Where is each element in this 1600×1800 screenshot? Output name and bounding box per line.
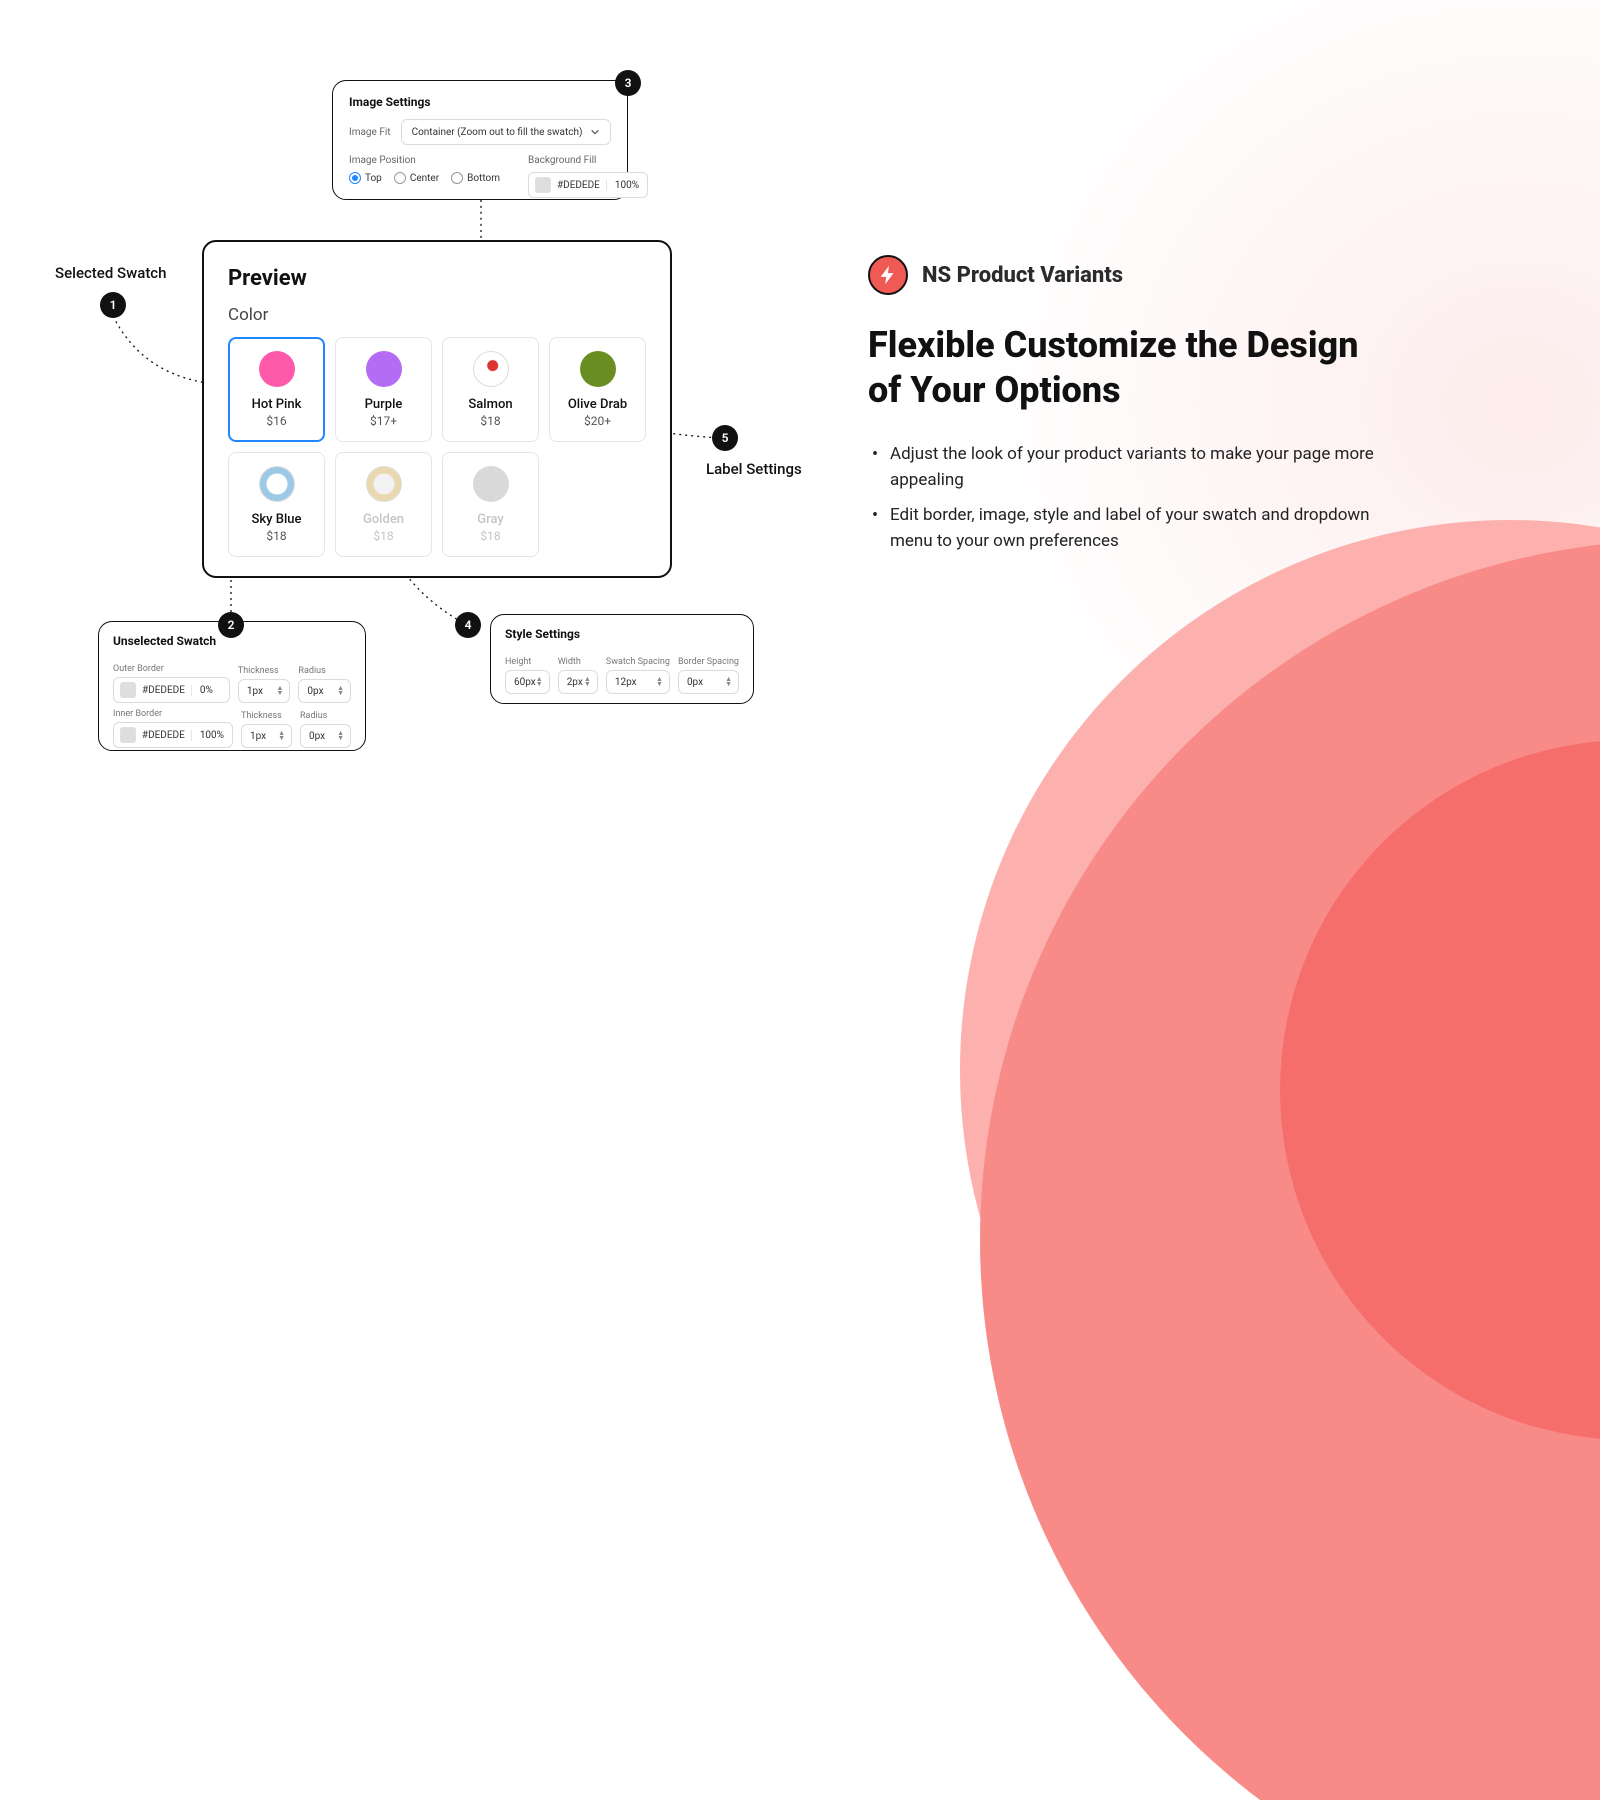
image-fit-select[interactable]: Container (Zoom out to fill the swatch) [401,119,611,145]
thickness-label: Thickness [238,666,291,676]
marketing-bullet: Edit border, image, style and label of y… [868,502,1388,555]
swatch-name: Hot Pink [252,397,302,412]
swatch-option[interactable]: Hot Pink $16 [228,337,325,442]
inner-radius-input[interactable]: 0px▲▼ [300,724,351,748]
swatch-option[interactable]: Purple $17+ [335,337,432,442]
outer-thickness-input[interactable]: 1px▲▼ [238,679,291,703]
image-position-label: Image Position [349,155,500,166]
swatch-option[interactable]: Sky Blue $18 [228,452,325,557]
swatch-color-icon [366,351,402,387]
swatch-option[interactable]: Gray $18 [442,452,539,557]
swatch-name: Salmon [468,397,512,412]
swatch-price: $18 [266,529,286,543]
outer-border-color-input[interactable]: #DEDEDE 0% [113,677,230,703]
callout-label-selected-swatch: Selected Swatch [55,264,166,282]
style-settings-panel: Style Settings Height 60px▲▼ Width 2px▲▼… [490,614,754,704]
color-chip [120,727,136,743]
callout-badge-5: 5 [712,425,738,451]
swatch-price: $18 [480,414,500,428]
callout-badge-4: 4 [455,612,481,638]
preview-panel: Preview Color Hot Pink $16 Purple $17+ Salmo… [202,240,672,578]
inner-thickness-input[interactable]: 1px▲▼ [241,724,292,748]
swatch-name: Olive Drab [568,397,627,412]
swatch-color-icon [259,351,295,387]
swatch-name: Gray [477,512,504,527]
marketing-headline: Flexible Customize the Design of Your Op… [868,323,1388,413]
swatch-name: Sky Blue [252,512,302,527]
radio-center[interactable]: Center [394,172,439,184]
swatch-color-icon [366,466,402,502]
color-chip [120,682,136,698]
preview-title: Preview [228,266,646,291]
outer-radius-input[interactable]: 0px▲▼ [298,679,351,703]
brand-name: NS Product Variants [922,263,1123,288]
panel-title: Image Settings [349,95,611,109]
callout-badge-3: 3 [615,70,641,96]
swatch-price: $18 [480,529,500,543]
panel-title: Style Settings [505,627,739,641]
swatch-spacing-input[interactable]: 12px▲▼ [606,670,670,694]
swatch-color-icon [259,466,295,502]
callout-badge-1: 1 [100,292,126,318]
width-label: Width [558,657,598,667]
marketing-bullet: Adjust the look of your product variants… [868,441,1388,494]
swatch-price: $16 [266,414,286,428]
width-input[interactable]: 2px▲▼ [558,670,598,694]
swatch-name: Golden [363,512,404,527]
marketing-block: NS Product Variants Flexible Customize t… [868,255,1388,562]
swatch-price: $17+ [370,414,397,428]
inner-border-color-input[interactable]: #DEDEDE 100% [113,722,233,748]
radio-bottom[interactable]: Bottom [451,172,500,184]
brand-logo-icon [868,255,908,295]
bg-fill-label: Background Fill [528,155,648,166]
image-settings-panel: Image Settings Image Fit Container (Zoom… [332,80,628,200]
radius-label: Radius [300,711,351,721]
swatch-color-icon [473,466,509,502]
swatch-grid: Hot Pink $16 Purple $17+ Salmon $18 Olive Drab… [228,337,646,557]
border-spacing-label: Border Spacing [678,657,739,667]
swatch-price: $18 [373,529,393,543]
height-label: Height [505,657,550,667]
swatch-option[interactable]: Golden $18 [335,452,432,557]
thickness-label: Thickness [241,711,292,721]
callout-label-label-settings: Label Settings [706,460,802,478]
color-chip [535,177,551,193]
swatch-color-icon [473,351,509,387]
chevron-down-icon [590,127,600,137]
border-spacing-input[interactable]: 0px▲▼ [678,670,739,694]
radius-label: Radius [298,666,351,676]
outer-border-label: Outer Border [113,664,230,674]
inner-border-label: Inner Border [113,709,233,719]
image-fit-label: Image Fit [349,127,391,138]
swatch-option[interactable]: Salmon $18 [442,337,539,442]
radio-top[interactable]: Top [349,172,382,184]
preview-section-label: Color [228,305,646,325]
swatch-option[interactable]: Olive Drab $20+ [549,337,646,442]
swatch-spacing-label: Swatch Spacing [606,657,670,667]
callout-badge-2: 2 [218,612,244,638]
swatch-color-icon [580,351,616,387]
bg-fill-input[interactable]: #DEDEDE 100% [528,172,648,198]
swatch-name: Purple [365,397,403,412]
height-input[interactable]: 60px▲▼ [505,670,550,694]
unselected-swatch-panel: Unselected Swatch Outer Border #DEDEDE 0… [98,621,366,751]
swatch-price: $20+ [584,414,611,428]
